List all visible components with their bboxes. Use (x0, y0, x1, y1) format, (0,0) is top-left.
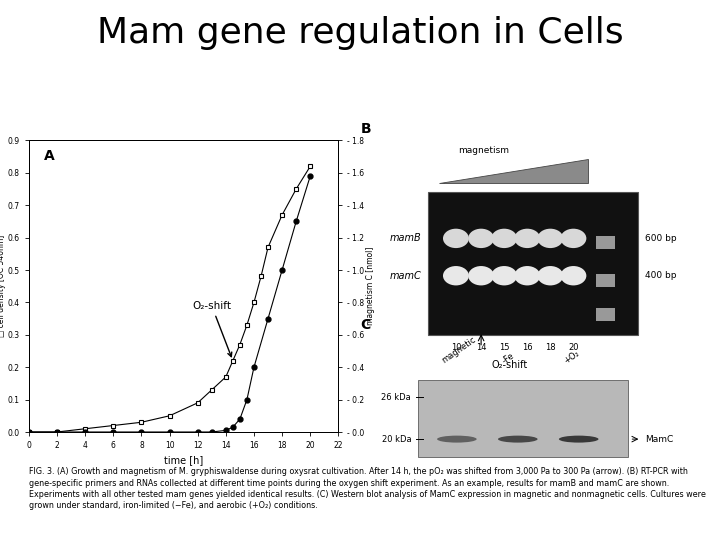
Ellipse shape (498, 436, 538, 443)
Text: B: B (361, 122, 371, 136)
X-axis label: time [h]: time [h] (164, 456, 203, 465)
Text: 10: 10 (451, 343, 462, 352)
Bar (418, 381, 628, 457)
Ellipse shape (468, 228, 494, 248)
Text: C: C (361, 318, 371, 332)
Text: FIG. 3. (A) Growth and magnetism of M. gryphiswaldense during oxysrat cultivatio: FIG. 3. (A) Growth and magnetism of M. g… (29, 467, 706, 510)
Text: +O₂: +O₂ (562, 348, 580, 365)
Ellipse shape (437, 436, 477, 443)
Text: O₂-shift: O₂-shift (491, 360, 528, 370)
Ellipse shape (559, 436, 598, 443)
Text: 400 bp: 400 bp (644, 271, 676, 280)
Bar (596, 308, 615, 321)
Text: 20 kDa: 20 kDa (382, 435, 411, 444)
Text: 600 bp: 600 bp (644, 234, 676, 243)
Bar (428, 192, 638, 335)
Text: magnetism: magnetism (458, 146, 509, 155)
Text: MamC: MamC (644, 435, 673, 444)
Text: magnetic: magnetic (440, 335, 477, 365)
Text: 26 kDa: 26 kDa (382, 393, 411, 402)
Polygon shape (438, 159, 588, 184)
Text: 15: 15 (499, 343, 510, 352)
Y-axis label: □ cell density [OC 546nm]: □ cell density [OC 546nm] (0, 235, 6, 338)
Text: 18: 18 (545, 343, 556, 352)
Ellipse shape (560, 228, 586, 248)
Ellipse shape (560, 266, 586, 286)
Ellipse shape (537, 228, 563, 248)
Ellipse shape (443, 228, 469, 248)
Text: A: A (45, 149, 55, 163)
Text: 20: 20 (568, 343, 579, 352)
Ellipse shape (468, 266, 494, 286)
Text: O₂-shift: O₂-shift (192, 301, 232, 357)
Ellipse shape (514, 266, 540, 286)
Text: mamB: mamB (390, 233, 421, 244)
Bar (596, 236, 615, 249)
Text: Mam gene regulation in Cells: Mam gene regulation in Cells (96, 16, 624, 50)
Ellipse shape (443, 266, 469, 286)
Y-axis label: magnetism C [nmol]: magnetism C [nmol] (366, 247, 375, 326)
Text: mamC: mamC (390, 271, 421, 281)
Text: -Fe: -Fe (501, 350, 516, 365)
Text: 16: 16 (522, 343, 533, 352)
Ellipse shape (537, 266, 563, 286)
Bar (596, 274, 615, 287)
Text: 14: 14 (476, 343, 486, 352)
Ellipse shape (514, 228, 540, 248)
Ellipse shape (491, 266, 517, 286)
Ellipse shape (491, 228, 517, 248)
